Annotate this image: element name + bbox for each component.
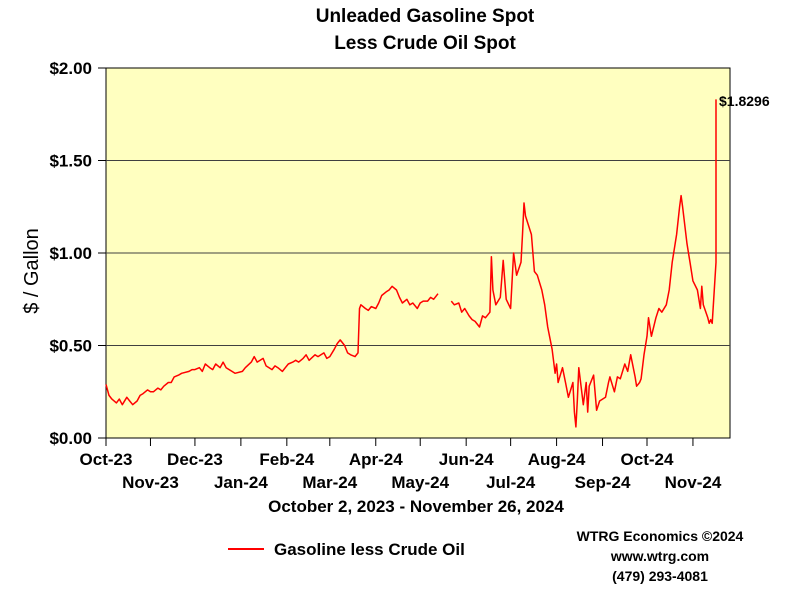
legend-label: Gasoline less Crude Oil bbox=[274, 540, 465, 559]
x-tick-label-13: Nov-24 bbox=[665, 473, 722, 492]
x-tick-label-8: Jun-24 bbox=[439, 450, 494, 469]
credit-line3: (479) 293-4081 bbox=[612, 568, 708, 584]
x-tick-label-5: Mar-24 bbox=[302, 473, 357, 492]
x-tick-label-10: Aug-24 bbox=[528, 450, 586, 469]
y-tick-label-0: $0.00 bbox=[49, 429, 92, 448]
y-axis: $0.00 $0.50 $1.00 $1.50 $2.00 bbox=[49, 59, 106, 448]
credits: WTRG Economics ©2024 www.wtrg.com (479) … bbox=[577, 528, 744, 584]
x-tick-label-7: May-24 bbox=[391, 473, 449, 492]
y-tick-label-1: $0.50 bbox=[49, 337, 92, 356]
x-tick-label-4: Feb-24 bbox=[259, 450, 314, 469]
y-axis-label: $ / Gallon bbox=[21, 228, 43, 314]
x-tick-label-2: Dec-23 bbox=[167, 450, 223, 469]
chart-title-line1: Unleaded Gasoline Spot bbox=[316, 6, 535, 27]
y-tick-label-4: $2.00 bbox=[49, 59, 92, 78]
y-tick-label-2: $1.00 bbox=[49, 244, 92, 263]
x-tick-label-0: Oct-23 bbox=[80, 450, 133, 469]
credit-line1: WTRG Economics ©2024 bbox=[577, 528, 744, 544]
x-axis: Oct-23 Nov-23 Dec-23 Jan-24 Feb-24 Mar-24 Apr-… bbox=[80, 438, 722, 492]
x-tick-label-12: Oct-24 bbox=[621, 450, 674, 469]
x-tick-label-6: Apr-24 bbox=[349, 450, 403, 469]
grid-lines bbox=[106, 160, 730, 346]
x-axis-label: October 2, 2023 - November 26, 2024 bbox=[268, 497, 564, 516]
end-value-label: $1.8296 bbox=[719, 93, 770, 109]
credit-line2: www.wtrg.com bbox=[610, 548, 709, 564]
chart-title-line2: Less Crude Oil Spot bbox=[334, 33, 516, 54]
legend: Gasoline less Crude Oil bbox=[228, 540, 465, 559]
x-tick-label-9: Jul-24 bbox=[486, 473, 536, 492]
x-tick-label-11: Sep-24 bbox=[575, 473, 631, 492]
x-tick-label-3: Jan-24 bbox=[214, 473, 268, 492]
series-gasoline-less-crude bbox=[105, 99, 717, 428]
series-line-segment-0 bbox=[105, 285, 439, 406]
series-line-segment-1 bbox=[450, 99, 717, 428]
y-tick-label-3: $1.50 bbox=[49, 152, 92, 171]
x-tick-label-1: Nov-23 bbox=[122, 473, 179, 492]
